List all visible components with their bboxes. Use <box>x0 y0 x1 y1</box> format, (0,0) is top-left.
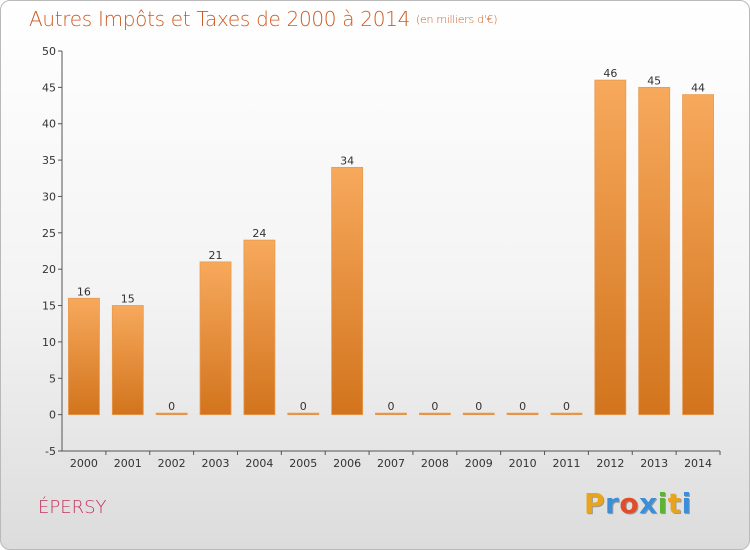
x-tick-label: 2003 <box>202 457 230 470</box>
data-label-2009: 0 <box>475 400 482 413</box>
data-label-2007: 0 <box>388 400 395 413</box>
y-tick-label: 35 <box>42 154 56 167</box>
data-label-2006: 34 <box>340 154 354 167</box>
data-label-2001: 15 <box>121 293 135 306</box>
bar-2001 <box>111 305 144 416</box>
bar-2000 <box>68 297 100 416</box>
x-tick-label: 2008 <box>421 457 449 470</box>
logo-letter: r <box>605 487 620 520</box>
data-label-2011: 0 <box>563 400 570 413</box>
proxiti-logo[interactable]: Proxiti <box>584 487 692 521</box>
y-tick-label: 5 <box>49 372 56 385</box>
data-labels: 16 15 0 21 24 0 34 0 0 0 0 0 46 45 44 <box>77 67 705 413</box>
x-tick-label: 2000 <box>70 457 98 470</box>
bar-2006 <box>331 166 364 416</box>
bars <box>68 79 714 416</box>
y-tick-label: 20 <box>42 263 56 276</box>
bar-2007 <box>375 412 407 416</box>
bar-2011 <box>550 412 583 416</box>
axes: -5 0 5 10 15 20 25 30 35 40 45 50 2000 2001 2002 2003 20… <box>42 45 721 470</box>
x-tick-label: 2011 <box>552 457 580 470</box>
x-tick-label: 2004 <box>245 457 273 470</box>
x-tick-label: 2010 <box>509 457 537 470</box>
y-tick-label: -5 <box>45 445 56 458</box>
chart-title-text: Autres Impôts et Taxes de 2000 à 2014 <box>29 7 410 31</box>
x-tick-label: 2001 <box>114 457 142 470</box>
y-tick-label: 50 <box>42 45 56 58</box>
chart-title: Autres Impôts et Taxes de 2000 à 2014 (en… <box>29 7 497 31</box>
bar-2003 <box>199 261 232 416</box>
data-label-2008: 0 <box>431 400 438 413</box>
logo-letter: P <box>584 487 606 520</box>
x-tick-label: 2009 <box>465 457 493 470</box>
bar-2004 <box>243 239 276 416</box>
x-tick-label: 2005 <box>289 457 317 470</box>
data-label-2002: 0 <box>168 400 175 413</box>
x-tick-label: 2012 <box>596 457 624 470</box>
bar-2002 <box>155 412 188 416</box>
data-label-2003: 21 <box>209 249 223 262</box>
x-tick-label: 2002 <box>158 457 186 470</box>
y-tick-label: 30 <box>42 190 56 203</box>
y-tick-label: 25 <box>42 227 56 240</box>
x-tick-label: 2007 <box>377 457 405 470</box>
bar-2009 <box>462 412 495 416</box>
y-tick-label: 40 <box>42 118 56 131</box>
bar-2005 <box>287 412 320 416</box>
bar-2010 <box>506 412 539 416</box>
y-tick-label: 10 <box>42 336 56 349</box>
logo-letter: t <box>667 487 682 520</box>
data-label-2010: 0 <box>519 400 526 413</box>
data-label-2013: 45 <box>647 74 661 87</box>
data-label-2005: 0 <box>300 400 307 413</box>
logo-letter: o <box>619 487 640 520</box>
x-tick-label: 2006 <box>333 457 361 470</box>
data-label-2000: 16 <box>77 285 91 298</box>
chart-unit: (en milliers d'€) <box>416 13 498 26</box>
data-label-2012: 46 <box>603 67 617 80</box>
y-tick-label: 0 <box>49 409 56 422</box>
data-label-2004: 24 <box>252 227 266 240</box>
x-tick-label: 2013 <box>640 457 668 470</box>
commune-name: ÉPERSY <box>38 497 107 518</box>
y-tick-label: 45 <box>42 81 56 94</box>
x-tick-label: 2014 <box>684 457 712 470</box>
y-tick-label: 15 <box>42 300 56 313</box>
logo-letter: i <box>657 487 668 520</box>
logo-letter: i <box>681 487 692 520</box>
logo-letter: x <box>639 487 658 520</box>
data-label-2014: 44 <box>691 82 705 95</box>
bar-2008 <box>418 412 451 416</box>
bar-2014 <box>682 94 714 416</box>
bar-2013 <box>638 86 671 416</box>
bar-2012 <box>594 79 627 416</box>
